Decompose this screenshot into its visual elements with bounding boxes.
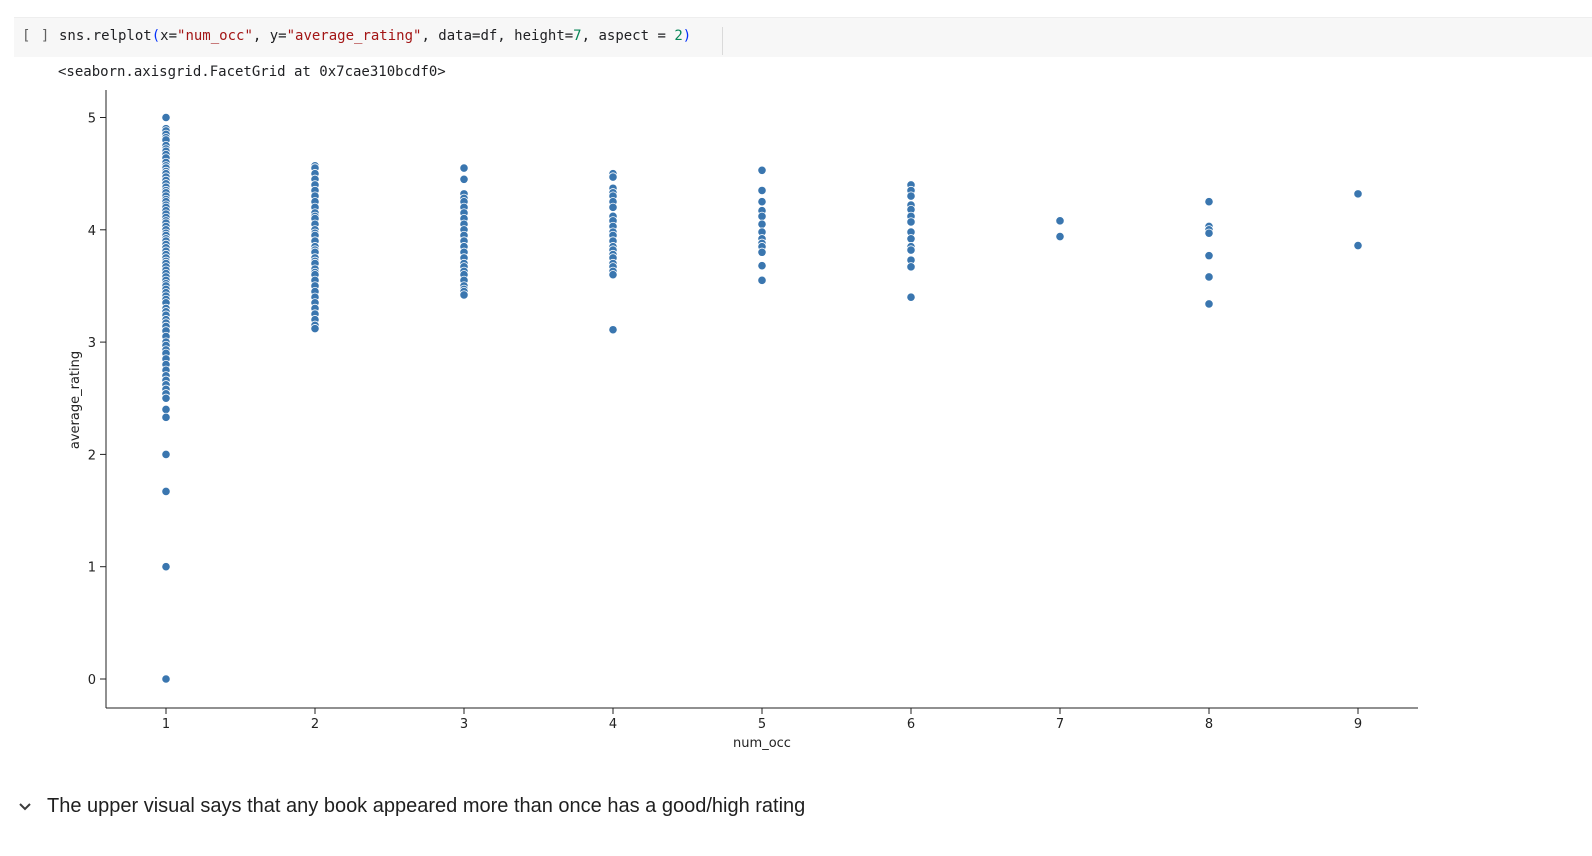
x-tick-label: 1 (162, 717, 170, 732)
code-token: 7 (573, 28, 582, 44)
cell-output-text: <seaborn.axisgrid.FacetGrid at 0x7cae310… (58, 64, 446, 80)
y-tick-label: 2 (88, 448, 96, 463)
scatter-point (906, 262, 916, 272)
x-tick-label: 5 (758, 717, 766, 732)
x-tick-label: 8 (1205, 717, 1213, 732)
code-token: , aspect = (581, 28, 675, 44)
x-tick-label: 9 (1354, 717, 1362, 732)
scatter-point (459, 174, 469, 184)
markdown-heading: The upper visual says that any book appe… (47, 795, 806, 817)
scatter-point (608, 325, 618, 335)
code-token: , y= (252, 28, 287, 44)
scatter-point (608, 202, 618, 212)
scatter-point (608, 270, 618, 280)
scatter-point (906, 191, 916, 201)
scatter-point (161, 412, 171, 422)
scatter-point (906, 217, 916, 227)
editor-divider (722, 27, 723, 55)
scatter-point (906, 234, 916, 244)
code-token: ( (151, 28, 161, 44)
scatter-point (757, 185, 767, 196)
scatter-point (161, 393, 171, 403)
scatter-point (459, 163, 469, 173)
scatter-point (1353, 240, 1363, 251)
x-tick-label: 3 (460, 717, 468, 732)
markdown-cell[interactable]: The upper visual says that any book appe… (14, 792, 1514, 822)
x-tick-label: 7 (1056, 717, 1064, 732)
scatter-plot: 0 1 2 3 4 5 1 2 3 4 5 6 7 8 9 num_occ average_rating (68, 90, 1418, 751)
scatter-point (161, 486, 171, 497)
scatter-point (1204, 197, 1214, 207)
code-token: , data=df, height= (421, 28, 574, 44)
scatter-point (161, 562, 171, 572)
scatter-point (757, 219, 767, 229)
y-tick-label: 1 (88, 561, 96, 576)
y-tick-label: 5 (88, 112, 96, 127)
y-axis-label: average_rating (68, 351, 83, 449)
scatter-point (161, 112, 171, 123)
y-axis-ticks: 0 1 2 3 4 5 (88, 112, 106, 688)
code-token: "average_rating" (286, 28, 422, 44)
code-cell[interactable]: [ ] sns.relplot(x="num_occ", y="average_… (14, 17, 1592, 57)
scatter-point (1204, 299, 1214, 309)
x-tick-label: 4 (609, 717, 617, 732)
run-cell-button[interactable]: [ ] (22, 28, 51, 44)
scatter-point (161, 449, 171, 459)
y-tick-label: 3 (88, 336, 96, 351)
y-tick-label: 0 (88, 673, 96, 688)
scatter-point (1055, 231, 1065, 242)
scatter-points (161, 112, 1363, 684)
chevron-down-icon[interactable] (16, 798, 34, 816)
scatter-point (1204, 272, 1214, 282)
scatter-point (757, 165, 767, 175)
scatter-point (1204, 228, 1214, 238)
x-tick-label: 6 (907, 717, 915, 732)
code-token: ) (682, 28, 692, 44)
scatter-point (757, 247, 767, 257)
code-token: sns.relplot (59, 28, 152, 44)
scatter-point (608, 172, 618, 182)
code-editor[interactable]: sns.relplot(x="num_occ", y="average_rati… (59, 28, 691, 44)
scatter-point (1204, 251, 1214, 261)
x-tick-label: 2 (311, 717, 319, 732)
x-axis-ticks: 1 2 3 4 5 6 7 8 9 (162, 708, 1362, 732)
scatter-point (757, 211, 767, 221)
code-token: 2 (674, 28, 683, 44)
scatter-point (906, 245, 916, 255)
scatter-point (161, 404, 171, 415)
scatter-point (757, 261, 767, 271)
x-axis-label: num_occ (733, 736, 791, 751)
code-token: x= (160, 28, 178, 44)
scatter-point (310, 324, 320, 334)
scatter-point (906, 292, 916, 302)
y-tick-label: 4 (88, 224, 96, 239)
scatter-point (1353, 189, 1363, 199)
scatter-point (1055, 216, 1065, 226)
scatter-point (757, 197, 767, 207)
code-token: "num_occ" (177, 28, 253, 44)
scatter-point (161, 674, 171, 684)
scatter-point (757, 275, 767, 285)
scatter-point (459, 290, 469, 300)
